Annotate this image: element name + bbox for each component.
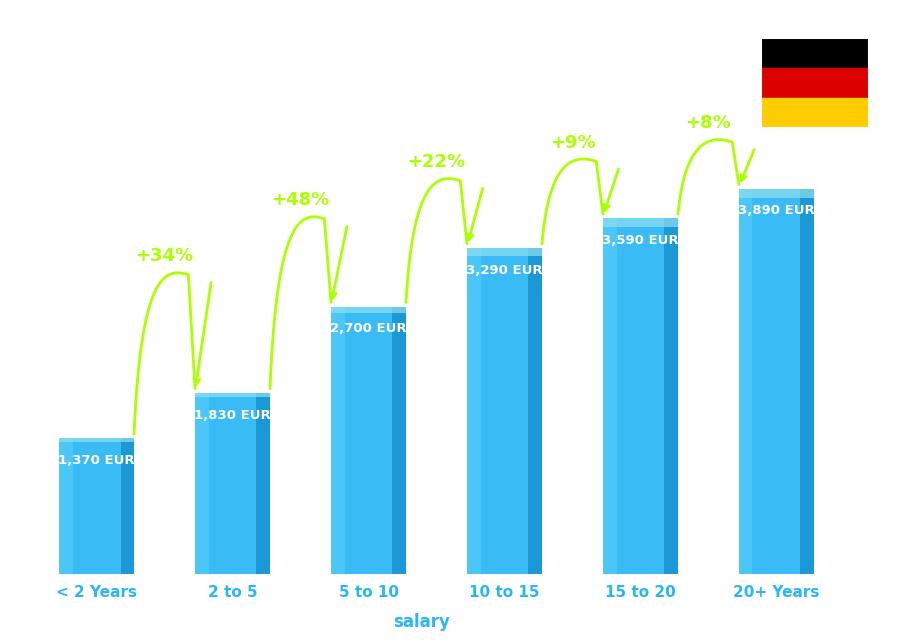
FancyBboxPatch shape — [195, 393, 270, 397]
FancyBboxPatch shape — [603, 219, 678, 227]
FancyBboxPatch shape — [331, 306, 345, 574]
FancyBboxPatch shape — [739, 188, 814, 198]
Text: +48%: +48% — [272, 191, 329, 209]
Bar — [195, 393, 270, 574]
FancyBboxPatch shape — [195, 393, 209, 574]
Text: salary: salary — [393, 613, 450, 631]
Text: 3,290 EUR: 3,290 EUR — [466, 264, 543, 277]
FancyBboxPatch shape — [739, 188, 752, 574]
FancyBboxPatch shape — [121, 438, 134, 574]
Text: 1,370 EUR: 1,370 EUR — [58, 454, 135, 467]
Text: 1,830 EUR: 1,830 EUR — [194, 409, 271, 422]
FancyBboxPatch shape — [59, 438, 73, 574]
FancyBboxPatch shape — [59, 438, 134, 442]
Text: 3,590 EUR: 3,590 EUR — [602, 234, 679, 247]
FancyBboxPatch shape — [528, 248, 542, 574]
FancyBboxPatch shape — [800, 188, 814, 574]
Text: explorer.com: explorer.com — [450, 613, 558, 631]
FancyBboxPatch shape — [664, 219, 678, 574]
Bar — [760, 98, 868, 128]
Text: +9%: +9% — [550, 133, 595, 151]
FancyBboxPatch shape — [331, 306, 406, 313]
Bar — [760, 38, 868, 69]
FancyBboxPatch shape — [392, 306, 406, 574]
Text: 2,700 EUR: 2,700 EUR — [330, 322, 407, 335]
Bar — [603, 219, 678, 574]
FancyBboxPatch shape — [603, 219, 616, 574]
Text: +22%: +22% — [408, 153, 465, 171]
Bar — [739, 188, 814, 574]
Bar — [331, 306, 406, 574]
Text: 3,890 EUR: 3,890 EUR — [738, 204, 815, 217]
Bar — [59, 438, 134, 574]
FancyBboxPatch shape — [256, 393, 270, 574]
Bar — [760, 69, 868, 98]
Text: User Experience UX Designer: User Experience UX Designer — [27, 67, 314, 87]
Bar — [467, 248, 542, 574]
Text: Salary Comparison By Experience: Salary Comparison By Experience — [27, 29, 603, 58]
FancyBboxPatch shape — [467, 248, 481, 574]
Text: +34%: +34% — [136, 247, 194, 265]
Text: +8%: +8% — [686, 114, 732, 132]
FancyBboxPatch shape — [467, 248, 542, 256]
Text: Average Monthly Salary: Average Monthly Salary — [865, 246, 878, 395]
